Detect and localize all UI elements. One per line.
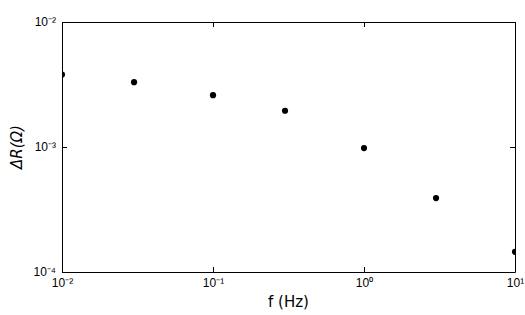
tick-mark [364, 22, 365, 27]
tick-label: 10⁻² [35, 15, 56, 29]
axis-line [63, 22, 516, 23]
point [210, 92, 216, 98]
tick-mark [510, 147, 515, 148]
tick [510, 147, 515, 148]
axis-line [515, 23, 516, 273]
tick-mark [62, 272, 67, 273]
tick: 10⁻⁴ [33, 265, 67, 279]
point [131, 79, 137, 85]
tick [213, 22, 214, 27]
y-axis: 10⁻⁴ 10⁻³ 10⁻² [33, 15, 67, 279]
tick: 10⁻³ [35, 140, 67, 154]
y-axis-title: ΔR(Ω) [8, 125, 26, 170]
tick [510, 22, 515, 23]
tick-mark [213, 22, 214, 27]
axis-line [63, 272, 516, 273]
point [512, 249, 515, 255]
tick-mark [62, 22, 67, 23]
tick-label: 10⁰ [356, 276, 373, 290]
x-axis: 10⁻²10⁻¹10⁰10¹ [52, 267, 524, 290]
tick: 10⁰ [356, 267, 373, 290]
tick-mark [62, 147, 67, 148]
tick-label: 10⁻⁴ [33, 265, 56, 279]
tick-mark [510, 22, 515, 23]
tick-mark [364, 267, 365, 272]
point [361, 145, 367, 151]
tick-label: 10¹ [507, 276, 524, 290]
x-axis-title: f (Hz) [268, 293, 309, 311]
tick-label: 10⁻¹ [203, 276, 224, 290]
plot: 10⁻² 10⁻¹ 10⁰ 10¹ 10⁻⁴ 10⁻³ 10⁻² [33, 15, 524, 289]
tick-label: 10⁻³ [35, 140, 56, 154]
tick [510, 272, 515, 273]
point [282, 108, 288, 114]
tick-mark [213, 267, 214, 272]
point [433, 195, 439, 201]
tick: 10⁻² [35, 15, 67, 29]
tick: 10⁻¹ [203, 267, 224, 290]
y-axis-right [510, 23, 516, 273]
points [62, 71, 515, 254]
chart: 10⁻² 10⁻¹ 10⁰ 10¹ 10⁻⁴ 10⁻³ 10⁻² f (Hz) ΔR(Ω) [0, 0, 525, 315]
tick-mark [510, 272, 515, 273]
x-axis-top [63, 22, 516, 27]
tick [364, 22, 365, 27]
point [62, 71, 65, 77]
